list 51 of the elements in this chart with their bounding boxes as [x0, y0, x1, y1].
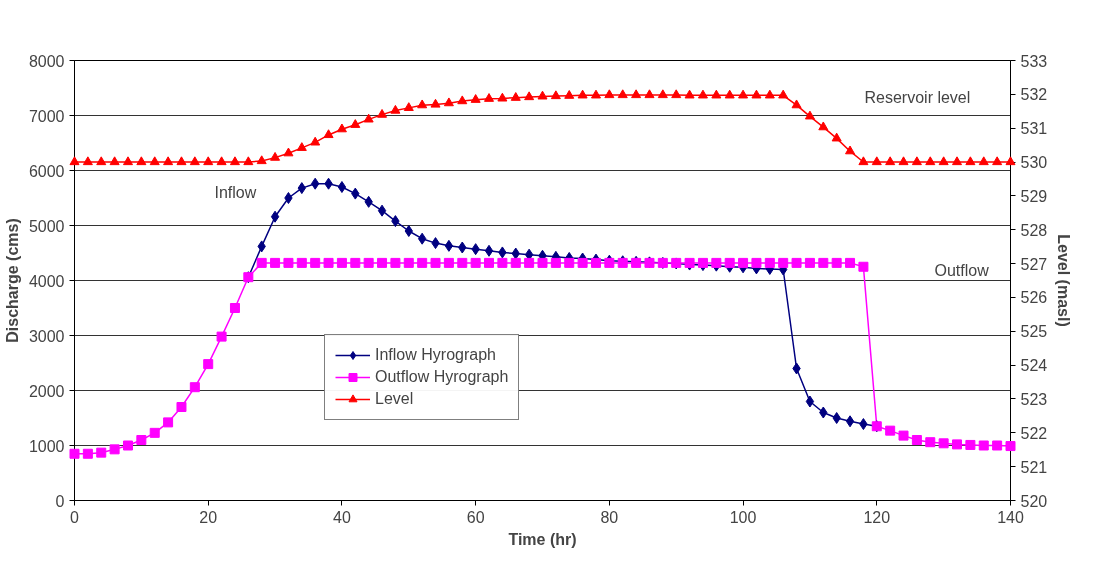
y2-tick-label: 525 — [1020, 323, 1048, 341]
y-tick-label: 1000 — [28, 437, 65, 455]
point — [337, 181, 347, 193]
y-tick-label: 8000 — [28, 52, 65, 70]
legend-label: Outflow Hyrograph — [375, 368, 509, 386]
y2-axis-title: Level (masl) — [1055, 234, 1073, 327]
point — [377, 204, 387, 217]
y2-tick-label: 532 — [1020, 86, 1048, 104]
x-axis-title: Time (hr) — [508, 530, 577, 548]
y2-tick-label: 529 — [1020, 187, 1048, 205]
x-tick-label: 120 — [863, 508, 891, 526]
point — [404, 225, 413, 237]
y2-tick-label: 520 — [1020, 492, 1048, 510]
y-tick-label: 5000 — [28, 217, 65, 235]
point — [484, 244, 494, 257]
annotation: Reservoir level — [864, 88, 971, 106]
annotation: Outflow — [934, 261, 990, 279]
x-tick-label: 140 — [997, 508, 1024, 526]
y2-tick-label: 524 — [1020, 357, 1048, 375]
y-tick-label: 2000 — [28, 382, 65, 400]
y-tick-label: 7000 — [28, 107, 65, 125]
point — [444, 239, 454, 252]
y2-tick-label: 528 — [1020, 221, 1048, 239]
point — [832, 412, 841, 424]
y2-tick-label: 526 — [1020, 289, 1048, 307]
y-tick-label: 4000 — [28, 272, 65, 290]
point — [270, 210, 280, 223]
point — [845, 415, 855, 428]
y2-tick-label: 531 — [1020, 120, 1048, 138]
y-tick-label: 6000 — [28, 162, 65, 180]
legend-label: Inflow Hyrograph — [375, 346, 496, 364]
annotation: Inflow — [214, 183, 257, 201]
x-tick-label: 60 — [466, 508, 485, 526]
y2-tick-label: 533 — [1020, 52, 1048, 70]
y-tick-label: 3000 — [28, 327, 65, 345]
y2-tick-label: 523 — [1020, 390, 1048, 408]
point — [417, 232, 427, 245]
y-tick-label: 0 — [55, 492, 65, 510]
y2-tick-label: 530 — [1020, 154, 1048, 172]
legend-label: Level — [375, 390, 414, 408]
point — [805, 395, 815, 408]
x-tick-label: 100 — [729, 508, 757, 526]
y2-tick-label: 522 — [1020, 424, 1048, 442]
y2-tick-label: 527 — [1020, 255, 1048, 273]
y2-tick-label: 521 — [1020, 458, 1048, 476]
x-tick-label: 80 — [600, 508, 619, 526]
y-axis-title: Discharge (cms) — [3, 218, 21, 343]
x-tick-label: 20 — [199, 508, 218, 526]
point — [284, 192, 293, 204]
x-tick-label: 0 — [70, 508, 80, 526]
x-tick-label: 40 — [333, 508, 351, 526]
